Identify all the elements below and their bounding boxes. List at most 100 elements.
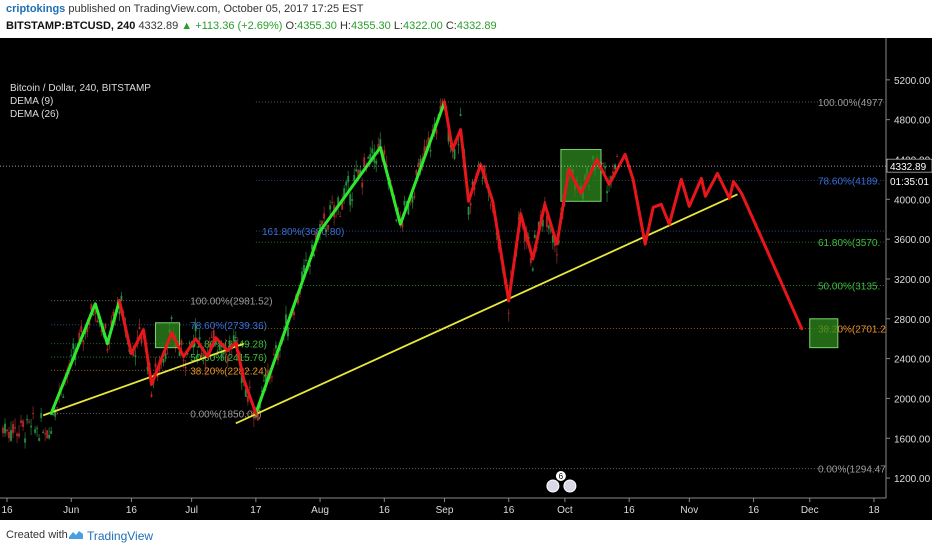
y-tick-label: 3200.00: [894, 275, 931, 286]
candle-body: [70, 355, 73, 357]
candle-body: [8, 432, 11, 439]
candle-body: [325, 229, 328, 232]
x-tick-label: Dec: [801, 505, 819, 516]
legend-dema-9[interactable]: DEMA (9): [10, 96, 54, 107]
candle-body: [18, 433, 21, 437]
candle-body: [457, 144, 460, 146]
candle-body: [140, 336, 143, 344]
candle-body: [16, 433, 19, 437]
candle-body: [375, 160, 378, 164]
high-label: H:: [339, 20, 351, 32]
candle-body: [188, 342, 191, 344]
tradingview-brand[interactable]: TradingView: [87, 529, 154, 543]
candle-body: [351, 199, 354, 201]
candle-body: [403, 200, 406, 206]
price-axis-bg: [886, 38, 932, 520]
candle-body: [86, 326, 89, 332]
legend-dema-26[interactable]: DEMA (26): [10, 109, 59, 120]
candle-body: [313, 254, 316, 257]
candle-body: [112, 312, 115, 317]
x-tick-label: Oct: [557, 505, 573, 516]
tradingview-logo-icon: [69, 531, 83, 539]
candle-body: [178, 351, 181, 357]
candle-body: [531, 268, 534, 271]
candle-body: [4, 423, 7, 434]
candle-body: [319, 224, 322, 232]
candle-body: [411, 195, 414, 203]
last-price-badge: [886, 158, 932, 173]
candle-body: [276, 353, 279, 361]
candle-body: [371, 148, 374, 154]
candle-body: [266, 370, 269, 380]
candle-body: [533, 234, 536, 239]
candle-body: [10, 430, 13, 441]
candle-body: [34, 429, 37, 433]
candle-body: [12, 424, 15, 434]
candle-body: [104, 323, 107, 329]
candle-body: [246, 395, 249, 402]
candle-body: [186, 353, 189, 355]
candle-body: [417, 162, 420, 167]
chart-area[interactable]: 100.00%(2981.52) 78.60%(2739.36) 61.80%(25…: [0, 38, 932, 520]
candle-body: [606, 191, 609, 194]
candle-body: [545, 215, 548, 228]
candle-body: [415, 170, 418, 176]
high-value: 4355.30: [350, 20, 391, 32]
candle-body: [453, 149, 456, 159]
last-price-label: 4332.89: [890, 162, 927, 173]
candle-body: [32, 412, 35, 414]
candle-body: [222, 351, 225, 355]
y-tick-label: 2000.00: [894, 394, 931, 405]
candle-body: [212, 330, 215, 341]
candle-body: [106, 349, 109, 351]
candle-body: [38, 438, 41, 441]
candle-body: [361, 182, 364, 188]
price-change: ▲ +113.36 (+2.69%): [181, 20, 283, 32]
open-label: O:: [285, 20, 298, 32]
candle-body: [439, 105, 442, 111]
candle-body: [226, 356, 229, 362]
x-tick-label: Sep: [436, 505, 454, 516]
candle-body: [527, 237, 530, 239]
candle-body: [292, 311, 295, 316]
candle-body: [166, 353, 169, 355]
candle-body: [481, 177, 484, 179]
candle-body: [471, 181, 474, 186]
candle-body: [62, 396, 65, 398]
candle-body: [28, 421, 31, 423]
candle-body: [26, 419, 29, 421]
candle-body: [208, 344, 211, 348]
candle-body: [347, 175, 350, 183]
candle-body: [48, 434, 51, 439]
candle-body: [196, 354, 199, 357]
candle-body: [405, 201, 408, 203]
candle-body: [431, 129, 434, 131]
x-tick-label: Nov: [680, 505, 698, 516]
candle-body: [120, 295, 123, 301]
price-chart[interactable]: 100.00%(2981.52) 78.60%(2739.36) 61.80%(25…: [0, 38, 932, 520]
author-link[interactable]: criptokings: [6, 3, 66, 15]
fib-level-label: 0.00%(1294.47: [818, 465, 886, 476]
candle-body: [40, 413, 43, 419]
close-value: 4332.89: [456, 20, 497, 32]
candle-body: [132, 350, 135, 356]
candle-body: [357, 169, 360, 177]
publish-line: criptokings published on TradingView.com…: [6, 3, 364, 15]
fib-level-label: 78.60%(4189.: [818, 176, 880, 187]
candle-body: [56, 407, 59, 409]
candle-body: [44, 433, 47, 435]
chart-header: criptokings published on TradingView.com…: [0, 0, 932, 38]
candle-body: [547, 225, 550, 229]
x-tick-label: Jun: [63, 505, 79, 516]
candle-body: [250, 411, 253, 413]
symbol-label: BITSTAMP:BTCUSD, 240: [6, 20, 136, 32]
candle-body: [20, 420, 23, 424]
candle-body: [30, 425, 33, 428]
x-tick-label: Aug: [311, 505, 329, 516]
red-wave-line: [443, 100, 804, 331]
candle-body: [323, 213, 326, 219]
candle-body: [82, 339, 85, 343]
candle-body: [549, 229, 552, 231]
x-tick-label: 16: [379, 505, 391, 516]
candle-body: [349, 194, 352, 206]
